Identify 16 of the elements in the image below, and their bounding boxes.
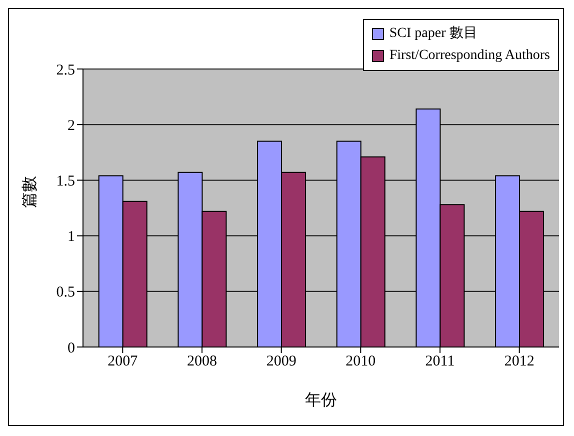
y-tick-label: 1.5 [56, 174, 75, 190]
x-tick-label: 2011 [425, 354, 455, 370]
x-tick-label: 2009 [266, 354, 296, 370]
y-tick-label: 0.5 [56, 284, 75, 301]
x-tick-label: 2007 [108, 354, 138, 370]
y-axis-title: 篇數 [22, 176, 39, 208]
y-tick-label: 2.5 [56, 62, 75, 78]
legend-label: First/Corresponding Authors [389, 47, 550, 65]
y-tick-label: 0 [68, 340, 75, 356]
x-tick-label: 2010 [346, 354, 376, 370]
legend-label: SCI paper 數目 [389, 24, 478, 43]
x-tick-label: 2008 [187, 354, 217, 370]
y-tick-label: 1 [68, 229, 75, 246]
x-tick-label: 2012 [504, 354, 534, 370]
y-tick-label: 2 [68, 118, 75, 134]
x-axis-title: 年份 [305, 392, 337, 409]
